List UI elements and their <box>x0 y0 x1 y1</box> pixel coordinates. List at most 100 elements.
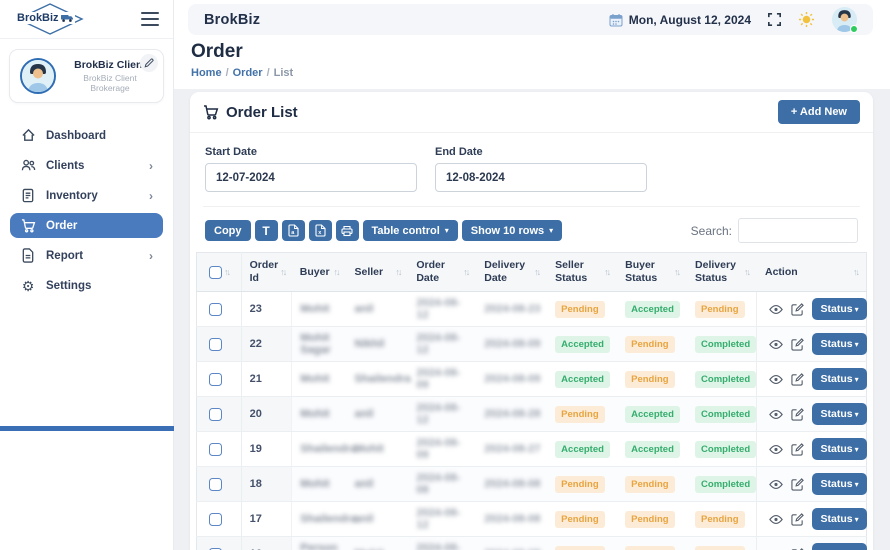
edit-pencil-icon[interactable] <box>791 302 805 316</box>
view-eye-icon[interactable] <box>769 374 784 385</box>
table-control-dropdown[interactable]: Table control ▾ <box>362 220 458 241</box>
breadcrumb-list: List <box>273 67 294 79</box>
order-id: 20 <box>249 408 262 421</box>
column-order-id[interactable]: Order Id ↑↓ <box>241 252 292 293</box>
seller-status-badge: Accepted <box>555 370 610 388</box>
profile-avatar <box>20 58 56 94</box>
row-checkbox[interactable] <box>209 442 222 456</box>
seller-name: anil <box>354 478 374 491</box>
view-eye-icon[interactable] <box>769 444 784 455</box>
view-eye-icon[interactable] <box>769 514 784 525</box>
caret-down-icon: ▾ <box>854 409 859 419</box>
column-buyer[interactable]: Buyer ↑↓ <box>291 252 347 293</box>
column-delivery-date[interactable]: Delivery Date ↑↓ <box>476 252 548 293</box>
status-dropdown[interactable]: Status▾ <box>812 333 867 356</box>
view-eye-icon[interactable] <box>769 304 784 315</box>
status-dropdown[interactable]: Status▾ <box>812 403 867 426</box>
sort-icon: ↑↓ <box>674 267 681 278</box>
row-checkbox[interactable] <box>209 477 222 491</box>
edit-pencil-icon[interactable] <box>791 372 805 386</box>
edit-pencil-icon[interactable] <box>791 512 805 526</box>
profile-subtitle: BrokBiz Client Brokerage <box>83 73 137 93</box>
add-new-button[interactable]: + Add New <box>777 100 860 124</box>
breadcrumb-order[interactable]: Order <box>232 67 263 79</box>
status-dropdown[interactable]: Status▾ <box>812 438 867 461</box>
main-area: BrokBiz Mon, August 12, 2024 <box>174 0 890 550</box>
search-label: Search: <box>690 223 732 238</box>
seller-name: anil <box>354 303 374 316</box>
row-checkbox[interactable] <box>209 512 222 526</box>
row-checkbox[interactable] <box>209 372 222 386</box>
row-checkbox[interactable] <box>209 337 222 351</box>
edit-pencil-icon[interactable] <box>791 477 805 491</box>
delivery-date: 2024-08-23 <box>484 303 541 316</box>
row-checkbox[interactable] <box>209 407 222 421</box>
chevron-right-icon: › <box>149 188 153 203</box>
sidebar-item-settings[interactable]: ⚙ Settings <box>10 273 163 298</box>
table-row: 18 Mohit anil 2024-08-08 2024-08-08 Pend… <box>196 466 867 503</box>
caret-down-icon: ▾ <box>854 304 859 314</box>
caret-down-icon: ▾ <box>854 444 859 454</box>
status-dropdown[interactable]: Status▾ <box>812 508 867 531</box>
table-header-row: ↑↓ Order Id ↑↓ Buyer ↑↓ Seller ↑↓ Order Dat… <box>196 252 867 293</box>
buyer-status-badge: Pending <box>625 545 675 550</box>
caret-down-icon: ▾ <box>854 374 859 384</box>
status-dropdown[interactable]: Status▾ <box>812 543 867 550</box>
seller-status-badge: Pending <box>555 545 605 550</box>
status-dropdown[interactable]: Status▾ <box>812 368 867 391</box>
copy-button[interactable]: Copy <box>205 220 251 241</box>
sidebar-item-order[interactable]: Order <box>10 213 163 238</box>
sidebar: BrokBiz BrokBiz Client BrokBiz Client Br… <box>0 0 174 550</box>
select-all-checkbox[interactable] <box>209 265 222 279</box>
print-button[interactable] <box>335 220 359 241</box>
table-controls: Copy T a x Table control ▾ Show 10 rows ▾ … <box>203 207 860 252</box>
sort-icon: ↑↓ <box>395 267 402 278</box>
sidebar-item-report[interactable]: Report › <box>10 243 163 268</box>
start-date-input[interactable] <box>205 163 417 192</box>
seller-name: anil <box>354 408 374 421</box>
csv-export-button[interactable]: T <box>254 220 278 241</box>
column-seller[interactable]: Seller ↑↓ <box>346 252 409 293</box>
caret-down-icon: ▾ <box>854 339 859 349</box>
brand-logo[interactable]: BrokBiz <box>14 2 86 36</box>
show-rows-dropdown[interactable]: Show 10 rows ▾ <box>461 220 563 241</box>
sort-icon: ↑↓ <box>604 267 611 278</box>
view-eye-icon[interactable] <box>769 339 784 350</box>
edit-pencil-icon[interactable] <box>791 337 805 351</box>
edit-pencil-icon[interactable] <box>791 442 805 456</box>
search-input[interactable] <box>738 218 858 243</box>
seller-status-badge: Pending <box>555 510 605 528</box>
hamburger-menu-icon[interactable] <box>141 12 159 26</box>
sidebar-menu: Dashboard Clients › Inventory › Order Re… <box>0 123 173 298</box>
row-checkbox[interactable] <box>209 547 222 550</box>
status-dropdown[interactable]: Status▾ <box>812 473 867 496</box>
end-date-input[interactable] <box>435 163 647 192</box>
sidebar-item-dashboard[interactable]: Dashboard <box>10 123 163 148</box>
column-delivery-status[interactable]: Delivery Status ↑↓ <box>687 252 757 293</box>
sidebar-item-clients[interactable]: Clients › <box>10 153 163 178</box>
top-header: BrokBiz Mon, August 12, 2024 <box>174 0 890 35</box>
buyer-status-badge: Accepted <box>625 440 680 458</box>
column-action[interactable]: Action ↑↓ <box>756 252 867 293</box>
excel-export-button[interactable]: x <box>308 220 332 241</box>
order-date: 2024-08-09 <box>416 367 461 392</box>
status-dropdown[interactable]: Status▾ <box>812 298 867 321</box>
column-seller-status[interactable]: Seller Status ↑↓ <box>547 252 618 293</box>
row-checkbox[interactable] <box>209 302 222 316</box>
view-eye-icon[interactable] <box>769 409 784 420</box>
profile-name: BrokBiz Client <box>74 59 146 71</box>
user-avatar[interactable] <box>832 7 858 33</box>
edit-pencil-icon[interactable] <box>791 407 805 421</box>
theme-sun-icon[interactable] <box>798 11 815 28</box>
column-order-date[interactable]: Order Date ↑↓ <box>408 252 477 293</box>
delivery-date: 2024-08-27 <box>484 443 541 456</box>
edit-profile-button[interactable] <box>140 54 158 72</box>
fullscreen-icon[interactable] <box>768 13 781 26</box>
sidebar-item-inventory[interactable]: Inventory › <box>10 183 163 208</box>
breadcrumb-home[interactable]: Home <box>191 67 222 79</box>
column-buyer-status[interactable]: Buyer Status ↑↓ <box>617 252 688 293</box>
table-row: 17 Shailendra anil 2024-08-12 2024-08-08… <box>196 501 867 538</box>
column-select-all[interactable]: ↑↓ <box>196 252 242 293</box>
view-eye-icon[interactable] <box>769 479 784 490</box>
pdf-export-button[interactable]: a <box>281 220 305 241</box>
